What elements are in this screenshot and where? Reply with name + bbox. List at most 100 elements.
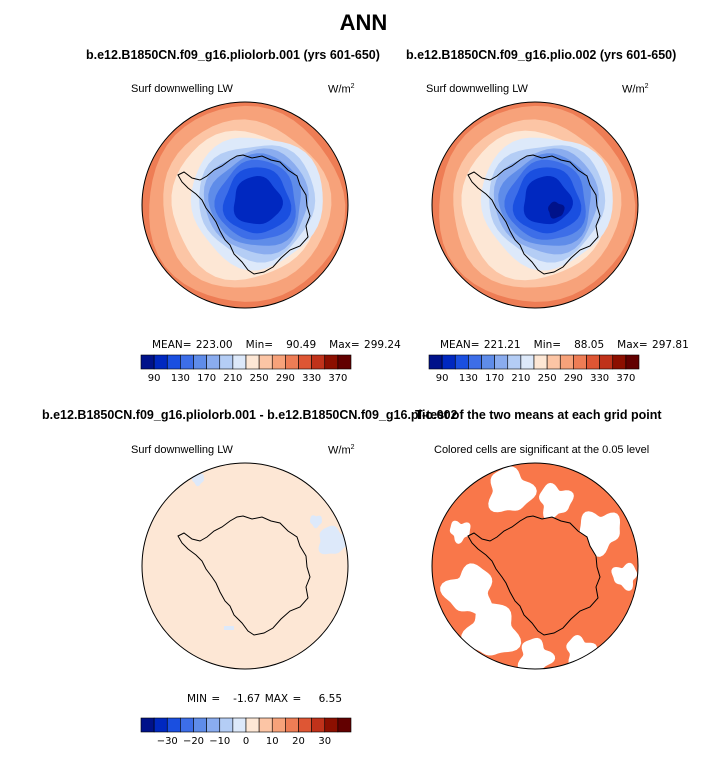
- colorbar-tick-label: 210: [223, 373, 242, 384]
- map2-border: [431, 101, 639, 309]
- panel1-stats: MEAN= 223.00 Min= 90.49 Max= 299.24: [152, 339, 401, 351]
- colorbar-tick-label: 130: [171, 373, 190, 384]
- colorbar-box-14: [324, 717, 339, 733]
- colorbar-tick-label: 210: [511, 373, 530, 384]
- map4-coastline: [467, 515, 601, 636]
- colorbar-tick-label: 170: [485, 373, 504, 384]
- colorbar-box-6: [219, 717, 234, 733]
- panel4-polar-map: [431, 462, 639, 670]
- panel3-variable-label: Surf downwelling LW: [131, 444, 233, 456]
- colorbar-tick-label: −10: [209, 736, 230, 747]
- ttest-nonsig-2: [579, 511, 620, 557]
- colorbar-box-0: [428, 354, 443, 370]
- panel3-stats: MIN = -1.67 MAX = 6.55: [187, 693, 343, 705]
- colorbar-box-13: [599, 354, 614, 370]
- colorbar-tick-label: 370: [328, 373, 347, 384]
- colorbar-tick-label: −30: [157, 736, 178, 747]
- colorbar-box-1: [441, 354, 456, 370]
- colorbar-tick-label: 90: [148, 373, 161, 384]
- map1-border: [141, 101, 349, 309]
- colorbar-box-6: [507, 354, 522, 370]
- colorbar-tick-label: 290: [564, 373, 583, 384]
- ttest-nonsig-6: [517, 637, 556, 669]
- diff-patch-4: [224, 626, 234, 630]
- colorbar-box-1: [153, 717, 168, 733]
- panel3-polar-map: [141, 462, 349, 670]
- colorbar-box-0: [140, 354, 155, 370]
- panel2-polar-map: [431, 101, 639, 309]
- map1-field: [142, 102, 348, 308]
- colorbar-tick-label: 30: [318, 736, 331, 747]
- panel1-units: W/m2: [328, 83, 355, 96]
- map1-coastline: [177, 154, 311, 275]
- colorbar-tick-label: 0: [243, 736, 249, 747]
- panel2-colorbar: 90 130 170 210 250 290 330 370: [428, 354, 640, 384]
- colorbar-tick-label: −20: [183, 736, 204, 747]
- colorbar-box-8: [245, 717, 260, 733]
- colorbar-box-15: [337, 717, 352, 733]
- ttest-nonsig-1: [539, 482, 574, 521]
- panel1-variable-label: Surf downwelling LW: [131, 83, 233, 95]
- diff-patch-1: [318, 525, 348, 555]
- colorbar-box-5: [494, 354, 509, 370]
- colorbar-tick-label: 10: [266, 736, 279, 747]
- colorbar-box-1: [153, 354, 168, 370]
- panel2-header: b.e12.B1850CN.f09_g16.plio.002 (yrs 601-…: [406, 48, 677, 62]
- map3-field: [142, 463, 348, 669]
- colorbar-box-5: [206, 717, 221, 733]
- diff-patch-3: [192, 473, 204, 487]
- panel2-variable-label: Surf downwelling LW: [426, 83, 528, 95]
- colorbar-box-12: [586, 354, 600, 370]
- colorbar-box-2: [166, 717, 181, 733]
- map2-coastline: [467, 154, 601, 275]
- colorbar-box-3: [468, 354, 482, 370]
- ttest-nonsig-5: [461, 603, 522, 656]
- colorbar-box-7: [232, 354, 247, 370]
- colorbar-tick-label: 250: [538, 373, 557, 384]
- map4-field: [432, 463, 638, 669]
- colorbar-box-11: [285, 717, 299, 733]
- band-10: [233, 176, 283, 225]
- colorbar-box-15: [337, 354, 352, 370]
- colorbar-box-4: [193, 717, 207, 733]
- panel1-colorbar: 90 130 170 210 250 290 330 370: [140, 354, 352, 384]
- colorbar-box-9: [546, 354, 561, 370]
- colorbar-box-7: [232, 717, 247, 733]
- colorbar-box-4: [193, 354, 207, 370]
- colorbar-tick-label: 330: [590, 373, 609, 384]
- band-min: [548, 201, 565, 219]
- panel1-header: b.e12.B1850CN.f09_g16.pliolorb.001 (yrs …: [86, 48, 380, 62]
- colorbar-box-7: [520, 354, 535, 370]
- colorbar-box-14: [612, 354, 627, 370]
- panel4-header: T-test of the two means at each grid poi…: [415, 408, 662, 422]
- diff-patch-2: [310, 515, 322, 529]
- map3-coastline: [177, 515, 311, 636]
- colorbar-box-8: [533, 354, 548, 370]
- colorbar-box-6: [219, 354, 234, 370]
- diff-background: [142, 463, 348, 669]
- colorbar-tick-label: 170: [197, 373, 216, 384]
- colorbar-box-9: [258, 717, 273, 733]
- colorbar-box-10: [271, 354, 286, 370]
- colorbar-tick-label: 250: [250, 373, 269, 384]
- map3-border: [141, 462, 349, 670]
- map2-field: [432, 102, 638, 308]
- colorbar-box-12: [298, 354, 312, 370]
- colorbar-box-13: [311, 354, 326, 370]
- map4-border: [431, 462, 639, 670]
- colorbar-tick-label: 290: [276, 373, 295, 384]
- panel3-colorbar: −30 −20 −10 0 10 20 30: [140, 717, 352, 747]
- colorbar-box-3: [180, 354, 194, 370]
- colorbar-box-12: [298, 717, 312, 733]
- panel3-units: W/m2: [328, 444, 355, 457]
- panel2-units: W/m2: [622, 83, 649, 96]
- panel2-stats: MEAN= 221.21 Min= 88.05 Max= 297.81: [440, 339, 689, 351]
- panel4-note: Colored cells are significant at the 0.0…: [434, 444, 650, 456]
- colorbar-box-8: [245, 354, 260, 370]
- colorbar-box-14: [324, 354, 339, 370]
- panel1-polar-map: [141, 101, 349, 309]
- colorbar-box-4: [481, 354, 495, 370]
- colorbar-tick-label: 330: [302, 373, 321, 384]
- ttest-nonsig-8: [449, 520, 471, 544]
- colorbar-box-11: [573, 354, 587, 370]
